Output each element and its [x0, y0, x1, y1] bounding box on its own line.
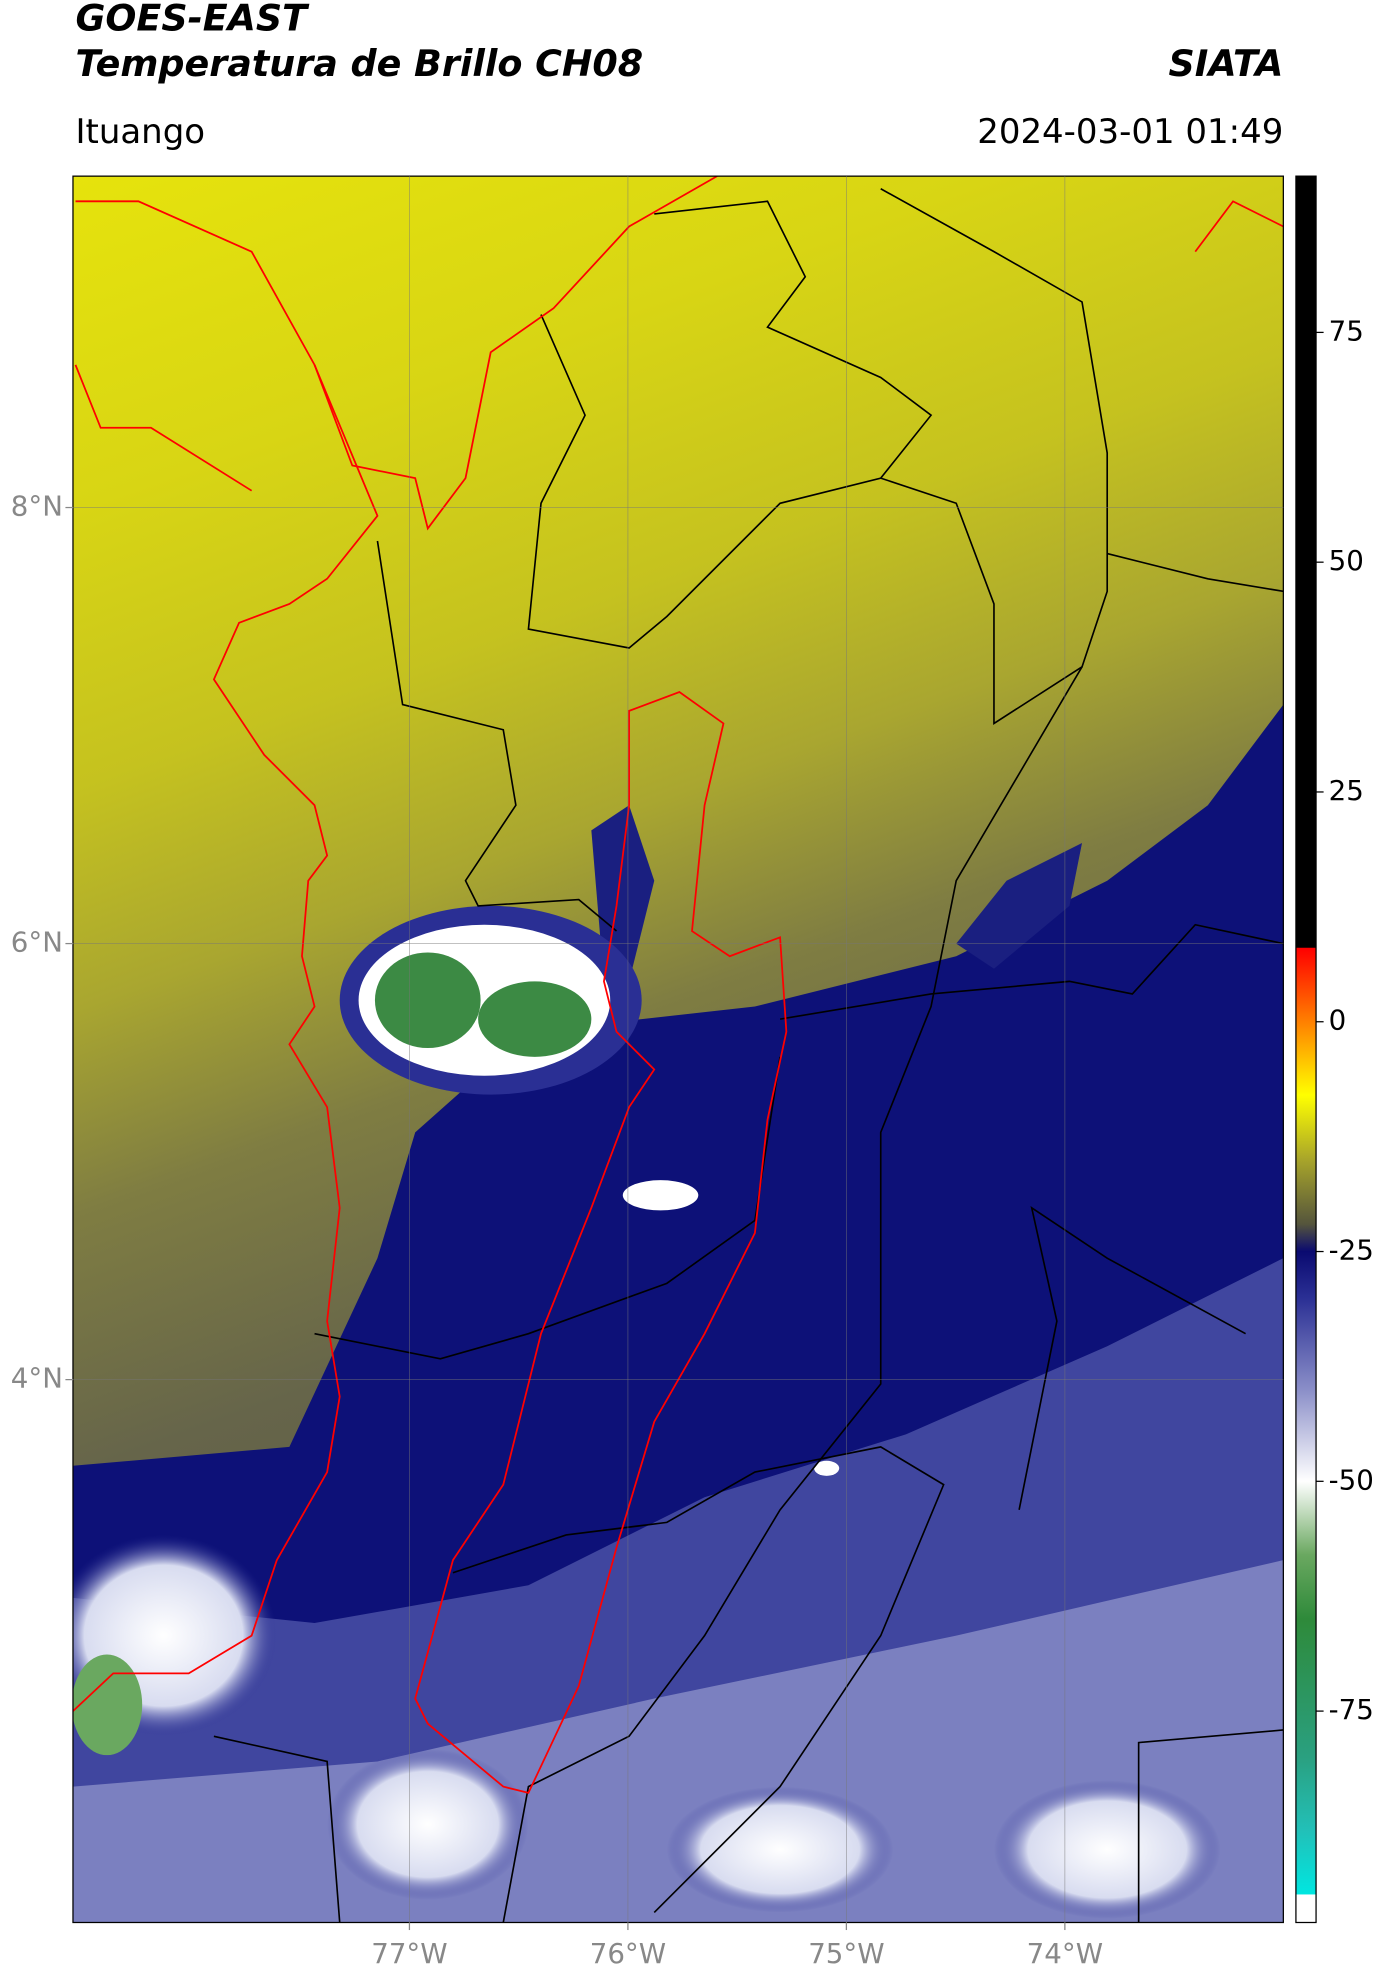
storm	[814, 1460, 840, 1476]
storm	[622, 1180, 699, 1211]
map-frame	[72, 175, 1284, 1924]
datetime: 2024-03-01 01:49	[977, 112, 1283, 152]
convective-core	[374, 952, 481, 1049]
colorbar-tick-label: -50	[1329, 1463, 1374, 1496]
map-area	[72, 176, 1284, 1923]
y-tick-label: 8°N	[11, 490, 63, 523]
cold-cloud	[993, 1780, 1221, 1919]
x-tick-label: 74°W	[1027, 1937, 1103, 1970]
x-tick-label: 75°W	[808, 1937, 884, 1970]
colorbar-tick-label: -25	[1329, 1234, 1374, 1267]
colorbar-tick-label: 50	[1329, 544, 1364, 577]
colorbar-tick-label: -75	[1329, 1693, 1374, 1726]
convective-core	[478, 981, 592, 1057]
x-tick-label: 76°W	[590, 1937, 666, 1970]
cold-cloud	[956, 842, 1083, 969]
colorbar-tick-label: 75	[1329, 314, 1364, 347]
cold-cloud	[666, 1786, 894, 1913]
y-tick-label: 4°N	[11, 1362, 63, 1395]
title: GOES-EAST	[75, 0, 310, 40]
y-tick-label: 6°N	[11, 926, 63, 959]
colorbar	[1295, 175, 1317, 1924]
cold-cloud	[591, 805, 655, 982]
colorbar-tick-label: 0	[1329, 1004, 1347, 1037]
cold-cloud	[327, 1748, 529, 1900]
subtitle: Temperatura de Brillo CH08	[75, 42, 643, 85]
region-borders	[72, 176, 1284, 1794]
convective-core	[72, 1654, 143, 1756]
x-tick-label: 77°W	[371, 1937, 447, 1970]
location: Ituango	[75, 112, 205, 152]
colorbar-tick-label: 25	[1329, 774, 1364, 807]
source: SIATA	[1168, 42, 1283, 85]
